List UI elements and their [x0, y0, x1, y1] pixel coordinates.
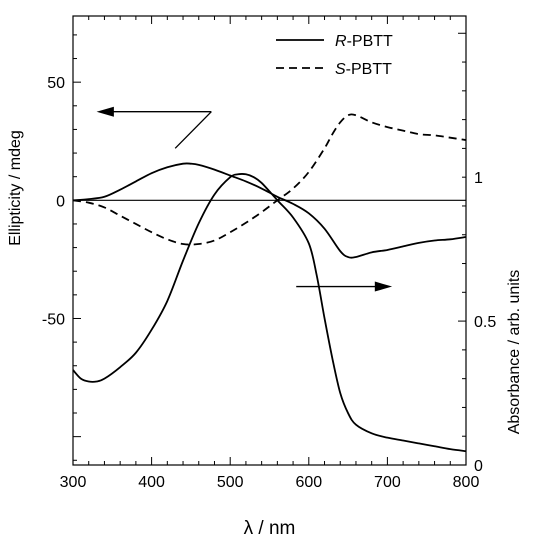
- annotations: [96, 106, 393, 292]
- right-tick-label: 1: [474, 170, 483, 187]
- legend: R-PBTT S-PBTT: [276, 33, 393, 78]
- arrow-left-head: [96, 106, 114, 117]
- right-tick-label: 0: [474, 458, 483, 475]
- legend-label-s-pbtt: S-PBTT: [335, 61, 392, 78]
- left-tick-label: 50: [47, 75, 65, 92]
- left-tick-label: -50: [42, 311, 65, 328]
- x-tick-label: 500: [217, 474, 244, 491]
- x-tick-label: 600: [295, 474, 322, 491]
- ticks: [72, 16, 467, 466]
- plot-frame: [72, 15, 467, 466]
- x-axis-label: λ / nm: [244, 518, 296, 539]
- y-axis-label-left: Ellipticity / mdeg: [7, 130, 24, 246]
- arrow-right-head: [374, 281, 393, 292]
- series-line-absorbance: [72, 173, 467, 453]
- right-tick-label: 0.5: [474, 314, 496, 331]
- x-tick-label: 700: [374, 474, 401, 491]
- series-group: [72, 113, 467, 453]
- series-line-r-pbtt: [72, 162, 467, 259]
- x-tick-label: 800: [453, 474, 480, 491]
- legend-label-r-pbtt: R-PBTT: [335, 33, 393, 50]
- y-axis-label-right: Absorbance / arb. units: [506, 270, 523, 435]
- x-tick-label: 400: [138, 474, 165, 491]
- arrow-left-pointer: [174, 111, 212, 149]
- x-tick-label: 300: [60, 474, 87, 491]
- series-line-s-pbtt: [72, 113, 467, 246]
- left-tick-label: 0: [56, 193, 65, 210]
